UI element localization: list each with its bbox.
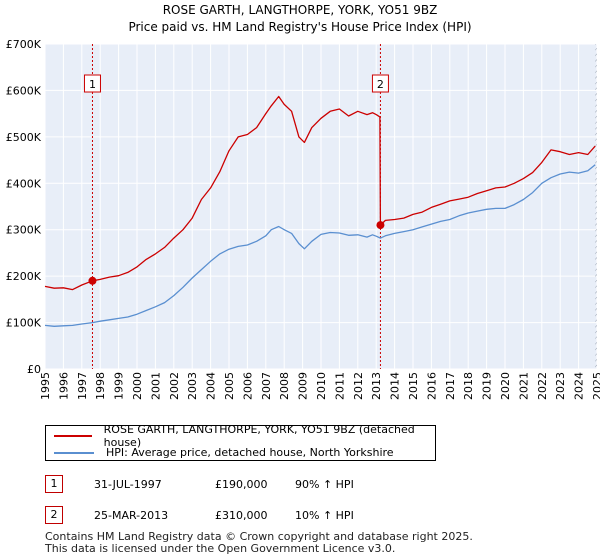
- y-tick-label: £200K: [6, 270, 42, 283]
- sale-price: £190,000: [215, 478, 268, 491]
- x-tick-label: 2017: [444, 372, 457, 400]
- sale-marker: 2: [45, 506, 63, 524]
- x-tick-label: 2011: [333, 372, 346, 400]
- sale-hpi-change: 10% ↑ HPI: [295, 509, 354, 522]
- x-tick-label: 2004: [205, 372, 218, 400]
- legend: ROSE GARTH, LANGTHORPE, YORK, YO51 9BZ (…: [45, 423, 436, 461]
- x-tick-label: 2003: [186, 372, 199, 400]
- footer-copyright: Contains HM Land Registry data © Crown c…: [45, 530, 473, 543]
- sale-label-box: [83, 74, 101, 93]
- x-tick-label: 2012: [352, 372, 365, 400]
- y-tick-label: £400K: [6, 177, 42, 190]
- legend-item-hpi: HPI: Average price, detached house, Nort…: [54, 444, 394, 461]
- x-tick-label: 1998: [94, 372, 107, 400]
- x-tick-label: 2018: [462, 372, 475, 400]
- x-tick-label: 2023: [554, 372, 567, 400]
- y-tick-label: £500K: [6, 131, 42, 144]
- sale-point: [88, 276, 97, 285]
- property-line-swatch: [54, 434, 92, 437]
- x-tick-label: 2005: [223, 372, 236, 400]
- x-tick-label: 2010: [315, 372, 328, 400]
- x-tick-label: 2021: [517, 372, 530, 400]
- y-tick-label: £100K: [6, 317, 42, 330]
- legend-property-label: ROSE GARTH, LANGTHORPE, YORK, YO51 9BZ (…: [103, 422, 415, 449]
- sale-date: 25-MAR-2013: [94, 509, 169, 522]
- x-tick-label: 2013: [370, 372, 383, 400]
- x-tick-label: 2001: [149, 372, 162, 400]
- sale-price: £310,000: [215, 509, 268, 522]
- x-tick-label: 2007: [260, 372, 273, 400]
- x-tick-label: 2008: [278, 372, 291, 400]
- y-tick-label: £700K: [6, 38, 42, 51]
- chart-grid: [44, 43, 598, 370]
- chart-series: [44, 95, 596, 327]
- x-tick-label: 1996: [57, 372, 70, 400]
- chart-axes: £0 £100K £200K £300K £400K £500K £600K £700K 199…: [6, 38, 600, 400]
- x-tick-label: 2020: [499, 372, 512, 400]
- y-tick-label: £0: [27, 363, 41, 376]
- x-tick-label: 1995: [39, 372, 52, 400]
- future-shaded-region: [595, 44, 597, 369]
- x-tick-label: 2025: [591, 372, 600, 400]
- x-tick-label: 2009: [297, 372, 310, 400]
- property-price-line: [44, 95, 596, 291]
- sale-date: 31-JUL-1997: [94, 478, 162, 491]
- x-tick-label: 2014: [389, 372, 402, 400]
- sale-label-text: 2: [377, 78, 384, 91]
- y-tick-label: £300K: [6, 224, 42, 237]
- footer-license: This data is licensed under the Open Gov…: [45, 542, 396, 555]
- future-shade: [595, 44, 597, 369]
- legend-hpi-label: HPI: Average price, detached house, Nort…: [106, 446, 394, 459]
- x-tick-label: 2002: [168, 372, 181, 400]
- x-tick-label: 2016: [425, 372, 438, 400]
- sale-hpi-change: 90% ↑ HPI: [295, 478, 354, 491]
- x-tick-label: 2022: [536, 372, 549, 400]
- hpi-line: [44, 164, 596, 327]
- sale-marker: 1: [45, 475, 63, 493]
- x-tick-label: 2006: [241, 372, 254, 400]
- sale-label-box: [371, 74, 389, 93]
- x-tick-label: 2000: [131, 372, 144, 400]
- x-tick-label: 2019: [481, 372, 494, 400]
- sale-points: [88, 221, 385, 285]
- chart-title: ROSE GARTH, LANGTHORPE, YORK, YO51 9BZ: [163, 3, 438, 17]
- sale-point: [376, 221, 385, 230]
- x-tick-label: 2015: [407, 372, 420, 400]
- chart-subtitle: Price paid vs. HM Land Registry's House …: [128, 20, 471, 34]
- hpi-line-swatch: [54, 451, 94, 454]
- sale-label-text: 1: [89, 78, 96, 91]
- y-tick-label: £600K: [6, 84, 42, 97]
- footer: Contains HM Land Registry data © Crown c…: [45, 531, 473, 555]
- x-tick-label: 2024: [573, 372, 586, 400]
- legend-item-property: ROSE GARTH, LANGTHORPE, YORK, YO51 9BZ (…: [54, 423, 435, 449]
- x-tick-label: 1999: [113, 372, 126, 400]
- x-tick-label: 1997: [76, 372, 89, 400]
